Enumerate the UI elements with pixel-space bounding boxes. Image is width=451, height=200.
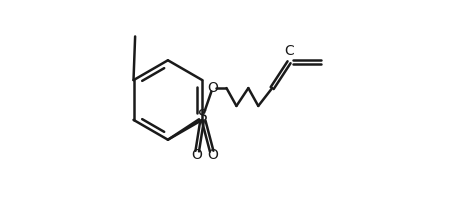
Text: O: O — [191, 148, 202, 162]
Text: C: C — [284, 44, 294, 58]
Text: O: O — [207, 81, 218, 95]
Text: O: O — [207, 148, 218, 162]
Text: S: S — [198, 109, 207, 124]
